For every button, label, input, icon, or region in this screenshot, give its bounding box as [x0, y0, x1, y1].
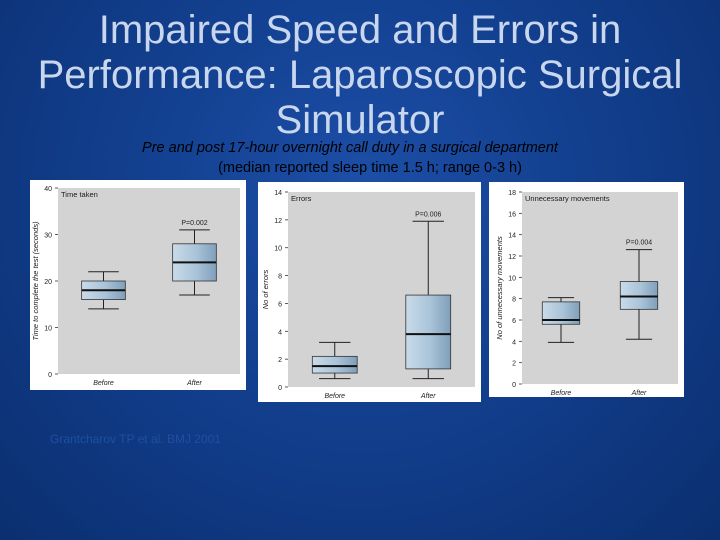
- box-before: [541, 297, 581, 343]
- y-tick-label: 6: [278, 301, 282, 308]
- y-tick-label: 30: [44, 233, 52, 240]
- subtitle-line-2: (median reported sleep time 1.5 h; range…: [0, 160, 720, 176]
- y-axis-label: No of unnecessary movements: [495, 236, 504, 340]
- box-after: [405, 220, 452, 380]
- citation: Grantcharov TP et al. BMJ 2001: [50, 432, 221, 446]
- box-before: [311, 341, 358, 380]
- box-plot-svg: 0 10 20 30 40 Time to complete the test (seco…: [31, 186, 240, 387]
- y-tick-label: 4: [278, 329, 282, 336]
- y-tick-label: 4: [512, 339, 516, 346]
- box-plot-svg: 0 2 4 6 8 10 12 14 No of errors Errors Before After…: [261, 190, 475, 400]
- y-tick-label: 10: [274, 246, 282, 253]
- y-tick-label: 14: [274, 190, 282, 197]
- y-tick-label: 40: [44, 186, 52, 193]
- y-tick-label: 12: [508, 254, 516, 261]
- unnecessary-movements-chart-panel: 0 2 4 6 8 10 12 14 16 18 No of unnecessary movemen…: [489, 182, 684, 397]
- x-category-label: Before: [93, 380, 114, 387]
- y-tick-label: 2: [278, 357, 282, 364]
- y-axis-label: Time to complete the test (seconds): [31, 221, 40, 341]
- y-tick-label: 10: [44, 326, 52, 333]
- y-tick-label: 18: [508, 190, 516, 197]
- y-tick-label: 6: [512, 318, 516, 325]
- chart-title: Unnecessary movements: [525, 194, 610, 203]
- subtitle-text-2: (median reported sleep time 1.5 h; range…: [218, 160, 522, 176]
- box-plot-svg: 0 2 4 6 8 10 12 14 16 18 No of unnecessary movemen…: [495, 190, 678, 397]
- slide-title: Impaired Speed and Errors in Performance…: [0, 8, 720, 143]
- x-category-label: Before: [551, 390, 572, 397]
- y-tick-label: 2: [512, 361, 516, 368]
- box-before: [81, 271, 126, 310]
- box-after: [172, 229, 217, 296]
- box-iqr: [405, 294, 452, 370]
- title-line-3: Simulator: [275, 98, 445, 142]
- errors-chart-panel: 0 2 4 6 8 10 12 14 No of errors Errors Before After…: [258, 182, 481, 402]
- box-iqr: [541, 301, 581, 325]
- title-line-2: Performance: Laparoscopic Surgical: [37, 53, 683, 97]
- x-category-label: After: [631, 390, 647, 397]
- p-value-annotation: P=0.002: [181, 220, 207, 227]
- y-tick-label: 0: [512, 382, 516, 389]
- title-line-1: Impaired Speed and Errors in: [98, 8, 622, 52]
- y-tick-label: 8: [512, 297, 516, 304]
- y-axis-label: No of errors: [261, 269, 270, 309]
- y-tick-label: 12: [274, 218, 282, 225]
- y-tick-label: 10: [508, 275, 516, 282]
- subtitle-text-1: Pre and post 17-hour overnight call duty…: [142, 140, 558, 156]
- p-value-annotation: P=0.004: [626, 240, 652, 247]
- time-taken-chart-panel: 0 10 20 30 40 Time to complete the test (seco…: [30, 180, 246, 390]
- box-iqr: [619, 281, 659, 310]
- x-category-label: After: [420, 393, 436, 400]
- box-iqr: [311, 355, 358, 374]
- y-tick-label: 16: [508, 211, 516, 218]
- chart-title: Errors: [291, 194, 312, 203]
- y-tick-label: 0: [48, 372, 52, 379]
- box-after: [619, 249, 659, 340]
- x-category-label: Before: [324, 393, 345, 400]
- chart-title: Time taken: [61, 190, 98, 199]
- y-tick-label: 0: [278, 385, 282, 392]
- p-value-annotation: P=0.006: [415, 211, 441, 218]
- y-tick-label: 20: [44, 279, 52, 286]
- subtitle-line-1: Pre and post 17-hour overnight call duty…: [0, 140, 720, 156]
- x-category-label: After: [186, 380, 202, 387]
- y-tick-label: 8: [278, 274, 282, 281]
- y-tick-label: 14: [508, 233, 516, 240]
